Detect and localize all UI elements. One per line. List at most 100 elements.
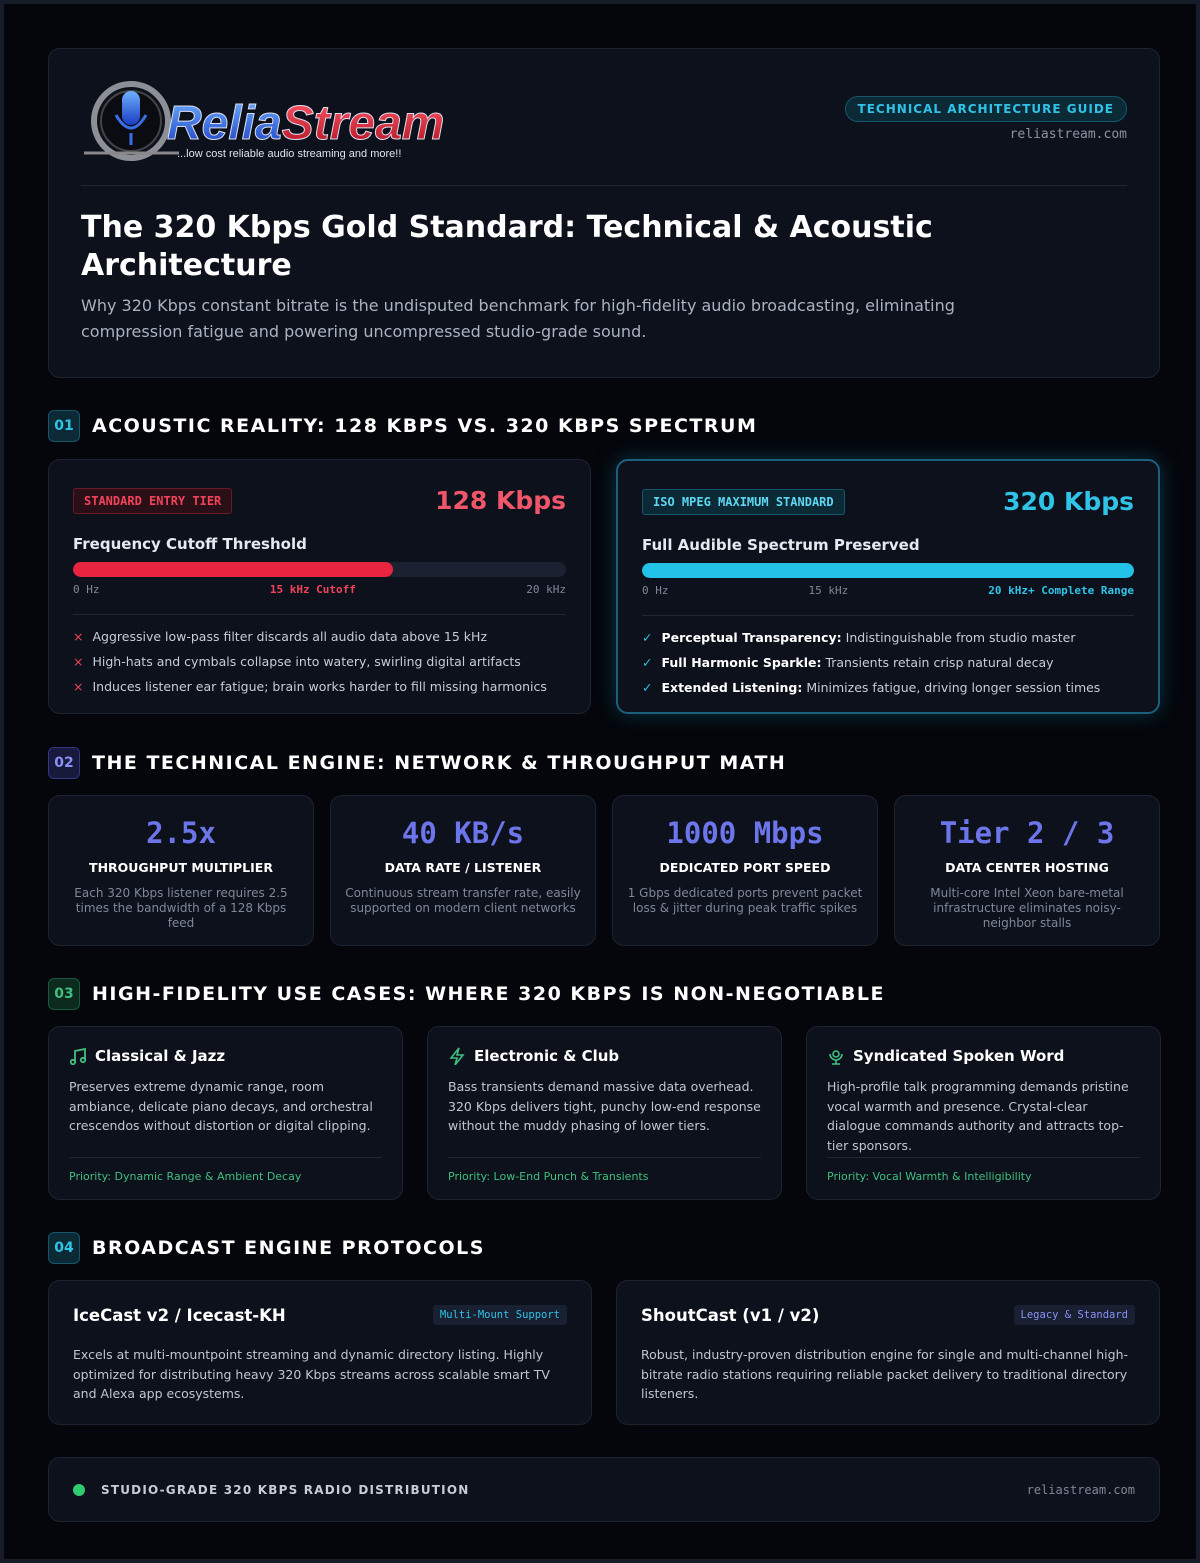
tier-heading: Frequency Cutoff Threshold [73,535,307,553]
case-card: Classical & Jazz Preserves extreme dynam… [48,1026,403,1200]
logo-mic-stand [114,114,148,145]
graphic: 0 Hz 15 kHz 20 kHz+ Complete Range [642,584,1134,597]
tier-card: STANDARD ENTRY TIER 128 Kbps Frequency Cu… [48,459,591,714]
logo-brand-1: Relia [167,97,282,150]
protocol-card: IceCast v2 / Icecast-KH Multi-Mount Suppo… [48,1280,592,1425]
bullet-lead: Full Harmonic Sparkle: [661,655,822,670]
graphic: Syndicated Spoken Word [827,1047,1140,1065]
graphic: ISO MPEG MAXIMUM STANDARD 320 Kbps [642,487,1134,516]
bullet: ✓ Extended Listening: Minimizes fatigue, … [642,680,1134,695]
bullet-mark: × [73,654,84,669]
scale-label: 20 kHz+ Complete Range [988,584,1134,597]
section-number: 04 [48,1232,80,1264]
bullet-mark: ✓ [642,630,653,645]
tier-tag: ISO MPEG MAXIMUM STANDARD [642,488,845,515]
graphic [829,1053,843,1065]
scale-label: 15 kHz Cutoff [269,583,356,596]
bullet-mark: × [73,629,84,644]
graphic: 0 Hz 15 kHz Cutoff 20 kHz [73,583,566,596]
case-description: High-profile talk programming demands pr… [827,1079,1129,1153]
bullet-mark: × [73,679,84,694]
stat-card: 2.5x THROUGHPUT MULTIPLIER Each 320 Kbps… [48,795,314,946]
bullet-mark: ✓ [642,680,653,695]
status-dot [73,1483,85,1496]
scale-label: 0 Hz [73,583,100,596]
footer-url: reliastream.com [1026,1482,1135,1497]
protocol-description: Excels at multi-mountpoint streaming and… [73,1347,550,1401]
case-icon [69,1047,87,1065]
graphic [74,1047,86,1062]
stat-value: 1000 Mbps [666,816,824,850]
graphic: STANDARD ENTRY TIER 128 Kbps [73,486,566,515]
protocol-card: ShoutCast (v1 / v2) Legacy & Standard Rob… [616,1280,1160,1425]
protocol-title: ShoutCast (v1 / v2) [641,1305,820,1325]
graphic: Classical & Jazz [69,1047,382,1065]
case-description: Preserves extreme dynamic range, room am… [69,1079,373,1133]
spectrum-bar [73,562,566,577]
logo-text: ReliaStream [167,97,444,150]
section-title: BROADCAST ENGINE PROTOCOLS [92,1237,485,1259]
section-heading: 03 HIGH-FIDELITY USE CASES: WHERE 320 KB… [48,978,885,1010]
footer-text: STUDIO-GRADE 320 KBPS RADIO DISTRIBUTION [101,1482,470,1497]
scale-label: 0 Hz [642,584,669,597]
graphic: ShoutCast (v1 / v2) Legacy & Standard [641,1305,1135,1325]
section-title: THE TECHNICAL ENGINE: NETWORK & THROUGHP… [92,752,787,774]
spectrum-fill [642,563,1134,578]
case-priority: Priority: Vocal Warmth & Intelligibility [827,1157,1140,1183]
bullet-text: Perceptual Transparency: Indistinguishab… [661,630,1075,645]
bullet-mark: ✓ [642,655,653,670]
stat-card: Tier 2 / 3 DATA CENTER HOSTING Multi-cor… [894,795,1160,946]
protocol-tag: Multi-Mount Support [432,1305,567,1325]
bullet: × Induces listener ear fatigue; brain wor… [73,679,566,694]
badge: TECHNICAL ARCHITECTURE GUIDE [844,96,1127,122]
logo-mic [122,91,140,125]
stat-card: 1000 Mbps DEDICATED PORT SPEED 1 Gbps de… [612,795,878,946]
case-priority: Priority: Dynamic Range & Ambient Decay [69,1157,382,1183]
header-url: reliastream.com [1009,127,1127,142]
section-number: 03 [48,978,80,1010]
section-heading: 04 BROADCAST ENGINE PROTOCOLS [48,1232,485,1264]
case-card: Syndicated Spoken Word High-profile talk… [806,1026,1161,1200]
protocol-title: IceCast v2 / Icecast-KH [73,1305,286,1325]
divider [81,185,1127,186]
section-heading: 01 ACOUSTIC REALITY: 128 KBPS VS. 320 KB… [48,410,757,442]
spectrum-bar [642,563,1134,578]
bullet-lead: Perceptual Transparency: [661,630,842,645]
spectrum-fill [73,562,394,577]
bullet: ✓ Full Harmonic Sparkle: Transients retai… [642,655,1134,670]
stat-label: DEDICATED PORT SPEED [659,860,831,875]
stat-label: DATA RATE / LISTENER [384,860,542,875]
stat-label: DATA CENTER HOSTING [945,860,1109,875]
case-card: Electronic & Club Bass transients demand… [427,1026,782,1200]
bullet-text: Induces listener ear fatigue; brain work… [92,679,547,694]
scale-label: 15 kHz [808,584,849,597]
bullet-body: Minimizes fatigue, driving longer sessio… [806,680,1101,695]
stat-value: 40 KB/s [401,816,525,850]
footer: STUDIO-GRADE 320 KBPS RADIO DISTRIBUTION… [48,1457,1160,1522]
case-title: Electronic & Club [474,1047,620,1065]
stat-label: THROUGHPUT MULTIPLIER [89,860,273,875]
bullet: ✓ Perceptual Transparency: Indistinguisha… [642,630,1134,645]
graphic: IceCast v2 / Icecast-KH Multi-Mount Suppo… [73,1305,567,1325]
tier-rate: 320 Kbps [1003,487,1134,516]
protocol-description: Robust, industry-proven distribution eng… [641,1347,1129,1401]
stat-value: Tier 2 / 3 [939,816,1115,850]
tier-card: ISO MPEG MAXIMUM STANDARD 320 Kbps Full A… [616,459,1160,714]
subtitle: Why 320 Kbps constant bitrate is the und… [81,296,955,341]
graphic [69,1058,77,1065]
section-title: HIGH-FIDELITY USE CASES: WHERE 320 KBPS … [92,983,885,1005]
logo-tagline: ...low cost reliable audio streaming and… [177,148,401,160]
stat-value: 2.5x [146,816,216,850]
bullet-text: Aggressive low-pass filter discards all … [92,629,488,644]
case-icon [449,1047,465,1065]
section-heading: 02 THE TECHNICAL ENGINE: NETWORK & THROU… [48,747,786,779]
bullet-text: Full Harmonic Sparkle: Transients retain… [661,655,1053,670]
tier-rate: 128 Kbps [435,486,566,515]
logo: ReliaStream ...low cost reliable audio s… [84,81,445,161]
logo-ring [91,81,171,161]
graphic: Electronic & Club [448,1047,761,1065]
title: The 320 Kbps Gold Standard: Technical & … [81,210,933,283]
divider [73,614,566,615]
